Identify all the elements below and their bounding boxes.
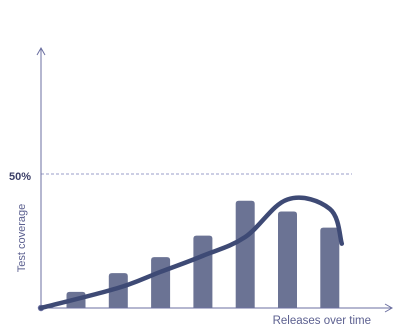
bar-3 (151, 257, 171, 308)
trend-line-group (38, 195, 345, 311)
bar-6 (278, 211, 297, 308)
y-axis-arrow (36, 46, 46, 56)
y-axis-label: Test coverage (16, 204, 28, 272)
x-axis-arrow (384, 303, 394, 313)
bar-2 (108, 273, 128, 308)
trend-line (38, 195, 345, 311)
axes-group (36, 46, 394, 313)
reference-line-label: 50% (9, 171, 31, 183)
bar-4 (193, 235, 213, 308)
x-axis-label: Releases over time (273, 315, 371, 326)
bar-7 (320, 227, 340, 308)
bars-group (66, 200, 340, 308)
bar-5 (235, 200, 255, 308)
